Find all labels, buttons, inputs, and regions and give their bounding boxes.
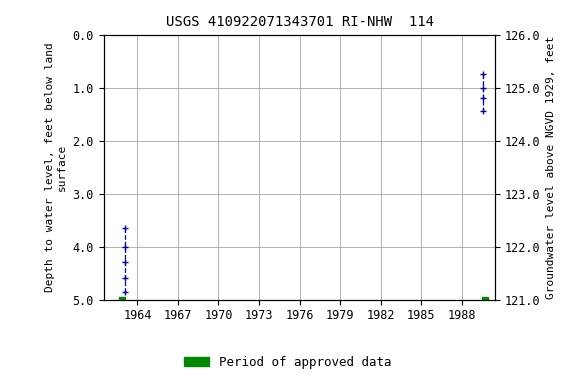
Legend: Period of approved data: Period of approved data: [179, 351, 397, 374]
Y-axis label: Depth to water level, feet below land
surface: Depth to water level, feet below land su…: [46, 42, 67, 292]
Y-axis label: Groundwater level above NGVD 1929, feet: Groundwater level above NGVD 1929, feet: [546, 35, 556, 299]
Title: USGS 410922071343701 RI-NHW  114: USGS 410922071343701 RI-NHW 114: [165, 15, 434, 29]
